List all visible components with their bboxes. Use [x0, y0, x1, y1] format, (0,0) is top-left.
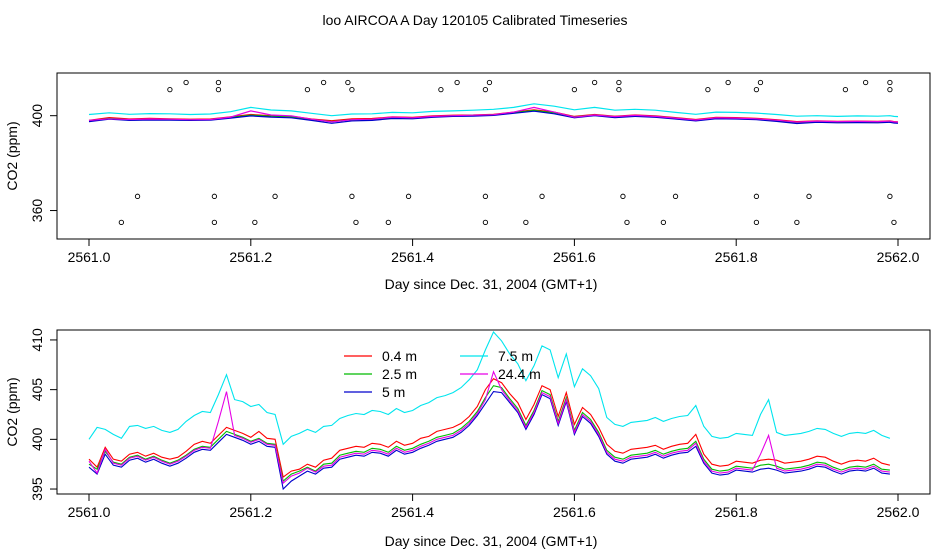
top-scatter-point-20 — [705, 86, 711, 93]
top-scatter-point-47 — [891, 219, 897, 226]
x-tick-label-1-2: 2561.4 — [391, 504, 434, 520]
y-tick-label-1-0: 395 — [29, 477, 45, 501]
top-y-axis-label: CO2 (ppm) — [4, 121, 20, 190]
top-scatter-point-7 — [616, 79, 622, 86]
x-tick-label-0-4: 2561.8 — [715, 249, 758, 265]
top-scatter-point-13 — [215, 86, 222, 93]
top-scatter-point-11 — [887, 79, 893, 86]
bottom-series-line-2 — [88, 391, 890, 491]
top-scatter-point-9 — [757, 79, 764, 86]
x-tick-label-0-3: 2561.6 — [553, 249, 596, 265]
top-scatter-point-34 — [806, 193, 812, 199]
top-scatter-point-44 — [660, 219, 667, 226]
page-title: loo AIRCOA A Day 120105 Calibrated Times… — [322, 12, 627, 28]
top-scatter-point-4 — [454, 79, 460, 86]
top-scatter-point-25 — [211, 193, 218, 199]
x-tick-label-0-1: 2561.2 — [229, 249, 272, 265]
top-scatter-point-16 — [438, 86, 444, 93]
top-plot-frame — [56, 72, 931, 240]
top-scatter-point-43 — [624, 219, 630, 226]
top-scatter-point-33 — [753, 193, 760, 199]
top-series-line-4 — [88, 106, 899, 123]
top-scatter-point-18 — [571, 86, 578, 93]
top-x-axis-label: Day since Dec. 31, 2004 (GMT+1) — [385, 276, 598, 292]
top-scatter-point-29 — [482, 193, 489, 199]
top-scatter-point-23 — [887, 86, 893, 93]
legend-label-0: 0.4 m — [382, 348, 417, 364]
top-scatter-point-22 — [842, 86, 849, 93]
top-scatter-point-39 — [353, 219, 359, 226]
legend: 0.4 m 2.5 m 5 m 7.5 m 24.4 m — [344, 348, 541, 400]
bottom-x-axis-label: Day since Dec. 31, 2004 (GMT+1) — [385, 533, 598, 549]
top-scatter-point-1 — [215, 79, 222, 86]
top-scatter-point-31 — [620, 193, 626, 199]
x-tick-label-1-0: 2561.0 — [68, 504, 111, 520]
y-tick-label-0-0: 360 — [29, 199, 45, 223]
legend-label-2: 5 m — [382, 384, 405, 400]
bottom-series-line-4 — [88, 370, 890, 485]
bottom-y-axis-label: CO2 (ppm) — [4, 377, 20, 446]
top-scatter-point-10 — [862, 79, 869, 86]
top-scatter-point-26 — [272, 193, 278, 199]
top-scatter-point-15 — [349, 86, 355, 93]
bottom-series-line-1 — [88, 385, 890, 483]
x-tick-label-0-5: 2562.0 — [877, 249, 920, 265]
top-scatter-point-8 — [725, 79, 731, 86]
top-series-line-3 — [88, 103, 899, 118]
top-scatter-point-12 — [167, 86, 173, 93]
x-tick-label-1-5: 2562.0 — [877, 504, 920, 520]
x-tick-label-1-3: 2561.6 — [553, 504, 596, 520]
y-tick-label-0-1: 400 — [29, 104, 45, 128]
top-scatter-point-21 — [753, 86, 760, 93]
top-scatter-point-38 — [252, 219, 258, 226]
top-scatter-point-37 — [211, 219, 218, 226]
top-scatter-point-19 — [616, 86, 622, 93]
top-scatter-point-36 — [118, 219, 125, 226]
top-scatter-point-3 — [345, 79, 351, 86]
top-scatter-point-17 — [482, 86, 489, 93]
top-axes: 2561.0 2561.2 2561.4 2561.6 2561.8 2562.0 360 4… — [29, 104, 920, 265]
y-tick-label-1-2: 405 — [29, 378, 45, 402]
x-tick-label-0-0: 2561.0 — [68, 249, 111, 265]
top-marks — [88, 79, 899, 226]
legend-label-3: 7.5 m — [498, 348, 533, 364]
bottom-panel: 2561.0 2561.2 2561.4 2561.6 2561.8 2562.0 395 4… — [4, 328, 931, 549]
legend-label-4: 24.4 m — [498, 366, 541, 382]
top-scatter-point-41 — [482, 219, 489, 226]
top-scatter-point-28 — [405, 193, 412, 199]
x-tick-label-1-1: 2561.2 — [229, 504, 272, 520]
top-scatter-point-6 — [591, 79, 598, 86]
y-tick-label-1-1: 400 — [29, 427, 45, 451]
top-scatter-point-5 — [486, 79, 493, 86]
top-scatter-point-46 — [794, 219, 800, 226]
top-scatter-point-2 — [320, 79, 327, 86]
top-scatter-point-40 — [385, 219, 391, 226]
top-series-line-2 — [88, 110, 899, 125]
bottom-marks — [88, 331, 891, 491]
top-scatter-point-14 — [304, 86, 311, 93]
top-scatter-point-0 — [183, 79, 189, 86]
bottom-axes: 2561.0 2561.2 2561.4 2561.6 2561.8 2562.0 395 4… — [29, 328, 920, 520]
top-scatter-point-45 — [753, 219, 760, 226]
bottom-series-line-0 — [88, 378, 891, 479]
bottom-series-line-3 — [88, 331, 891, 446]
top-scatter-point-35 — [887, 193, 893, 199]
x-tick-label-0-2: 2561.4 — [391, 249, 434, 265]
top-scatter-point-27 — [349, 193, 355, 199]
y-tick-label-1-3: 410 — [29, 328, 45, 352]
top-scatter-point-30 — [539, 193, 545, 199]
x-tick-label-1-4: 2561.8 — [715, 504, 758, 520]
legend-label-1: 2.5 m — [382, 366, 417, 382]
top-scatter-point-32 — [672, 193, 679, 199]
top-panel: 2561.0 2561.2 2561.4 2561.6 2561.8 2562.0 360 4… — [4, 72, 931, 292]
top-scatter-point-42 — [523, 219, 529, 226]
top-scatter-point-24 — [134, 193, 141, 199]
